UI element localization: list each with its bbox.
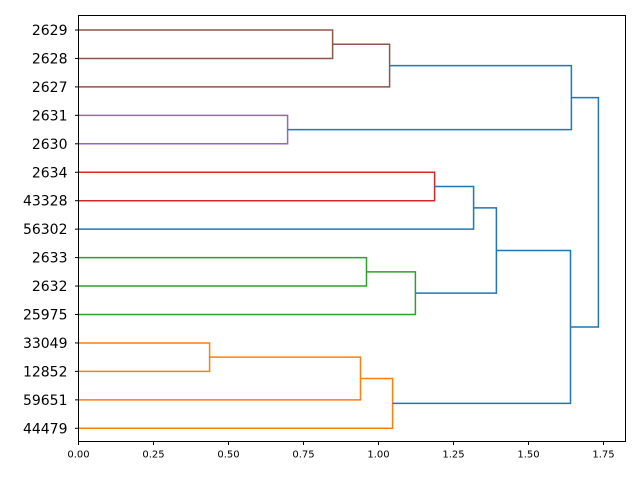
x-tick-label: 1.75 <box>592 450 614 461</box>
x-tick-label: 0.50 <box>217 450 239 461</box>
link-8 <box>415 207 498 294</box>
plot-frame <box>78 15 626 442</box>
link-7 <box>78 271 417 316</box>
leaf-label: 25975 <box>23 308 68 324</box>
leaf-labels: 2629 2628 2627 2631 2630 2634 43328 56302 2633 26… <box>23 23 79 437</box>
leaf-label: 2631 <box>32 108 68 124</box>
leaf-label: 59651 <box>23 393 68 409</box>
leaf-label: 2633 <box>32 251 68 267</box>
x-axis-ticks: 0.00 0.25 0.50 0.75 1.00 1.25 1.50 1.75 <box>67 441 615 461</box>
leaf-label: 44479 <box>23 421 68 437</box>
link-10 <box>78 356 362 401</box>
x-tick-label: 1.50 <box>517 450 539 461</box>
leaf-label: 2630 <box>32 137 68 153</box>
x-tick-label: 0.00 <box>67 450 89 461</box>
dendrogram-links <box>78 29 600 430</box>
leaf-label: 43328 <box>23 194 68 210</box>
link-0 <box>78 29 334 60</box>
link-11 <box>78 377 394 430</box>
x-tick-label: 1.25 <box>442 450 464 461</box>
link-3 <box>287 64 573 131</box>
leaf-label: 56302 <box>23 222 68 238</box>
link-5 <box>78 185 475 230</box>
link-2 <box>78 114 289 145</box>
leaf-label: 33049 <box>23 336 68 352</box>
link-13 <box>570 96 600 328</box>
x-tick-label: 0.25 <box>142 450 164 461</box>
link-4 <box>78 171 436 202</box>
leaf-label: 12852 <box>23 364 68 380</box>
link-9 <box>78 342 211 373</box>
leaf-label: 2632 <box>32 279 68 295</box>
link-12 <box>392 249 572 405</box>
link-6 <box>78 256 368 287</box>
leaf-label: 2628 <box>32 51 68 67</box>
leaf-label: 2627 <box>32 80 68 96</box>
leaf-label: 2629 <box>32 23 68 39</box>
x-tick-label: 1.00 <box>367 450 389 461</box>
link-1 <box>78 43 391 88</box>
x-tick-label: 0.75 <box>292 450 314 461</box>
leaf-label: 2634 <box>32 165 68 181</box>
